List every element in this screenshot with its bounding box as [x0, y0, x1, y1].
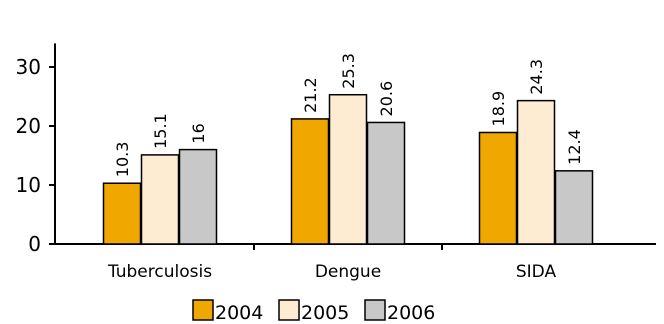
- data-label: 25.3: [339, 53, 358, 89]
- data-label: 16: [189, 123, 208, 143]
- legend-swatch-2005: [278, 299, 300, 321]
- y-tick-label: 20: [16, 114, 41, 138]
- legend-swatch-2004: [192, 299, 214, 321]
- legend-label: 2005: [301, 302, 349, 324]
- x-category-label: Dengue: [315, 262, 381, 282]
- bar-2005-sida: [516, 99, 556, 245]
- data-label: 20.6: [377, 81, 396, 117]
- bar-2006-sida: [554, 170, 594, 245]
- y-axis: 0 10 20 30: [16, 43, 56, 256]
- data-label: 18.9: [489, 91, 508, 127]
- legend-label: 2006: [387, 302, 435, 324]
- legend: 2004 2005 2006: [192, 299, 435, 324]
- x-category-label: Tuberculosis: [107, 262, 212, 282]
- data-label: 15.1: [151, 113, 170, 149]
- data-labels: 10.3 15.1 16 21.2 25.3 20.6 18.9 24.3 12.4: [113, 53, 584, 177]
- bars: [102, 93, 594, 245]
- x-category-label: SIDA: [516, 262, 557, 282]
- bar-2005-dengue: [328, 93, 368, 245]
- data-label: 12.4: [565, 129, 584, 165]
- x-axis: Tuberculosis Dengue SIDA: [55, 243, 656, 282]
- data-label: 24.3: [527, 59, 546, 95]
- bar-2006-dengue: [366, 121, 406, 245]
- bar-2004-sida: [478, 131, 518, 245]
- bar-2004-tuberculosis: [102, 182, 142, 245]
- bar-2006-tuberculosis: [178, 148, 218, 245]
- bar-2005-tuberculosis: [140, 154, 180, 245]
- legend-swatch-2006: [364, 299, 386, 321]
- y-tick-label: 30: [16, 55, 41, 79]
- y-tick-label: 0: [28, 232, 41, 256]
- data-label: 10.3: [113, 142, 132, 178]
- data-label: 21.2: [301, 77, 320, 113]
- y-tick-label: 10: [16, 173, 41, 197]
- legend-label: 2004: [215, 302, 263, 324]
- bar-2004-dengue: [290, 118, 330, 245]
